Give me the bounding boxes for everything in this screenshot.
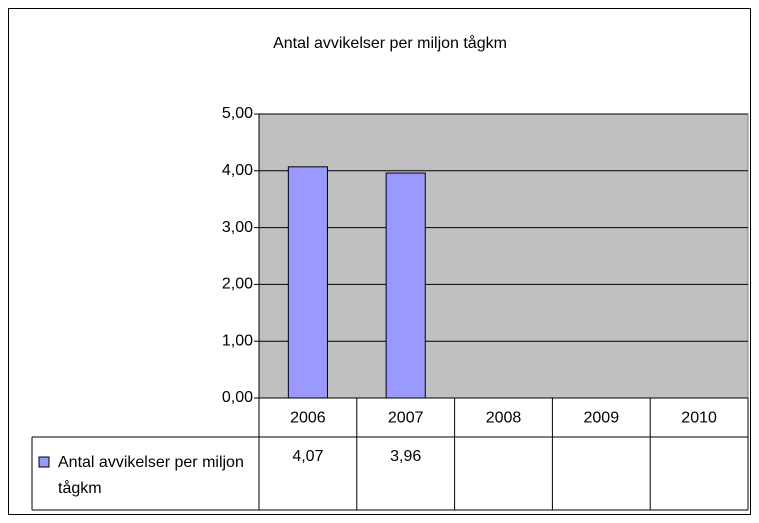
table-value: 4,07 [292,448,323,465]
x-tick-label: 2008 [486,410,522,427]
y-tick-label: 2,00 [222,276,253,293]
y-tick-label: 1,00 [222,332,253,349]
bar [385,172,426,399]
table-value: 3,96 [390,448,421,465]
legend-swatch [38,456,50,468]
x-tick-label: 2009 [584,410,620,427]
y-tick-label: 3,00 [222,219,253,236]
chart-title: Antal avvikelser per miljon tågkm [273,34,507,52]
x-tick-label: 2006 [290,410,326,427]
y-tick-label: 0,00 [222,389,253,406]
x-tick-label: 2010 [681,410,717,427]
bar [287,166,328,399]
y-tick-label: 4,00 [222,162,253,179]
x-tick-label: 2007 [388,410,424,427]
legend-label: Antal avvikelser per miljon tågkm [58,454,244,497]
plot-area [258,113,749,399]
y-tick-label: 5,00 [222,105,253,122]
